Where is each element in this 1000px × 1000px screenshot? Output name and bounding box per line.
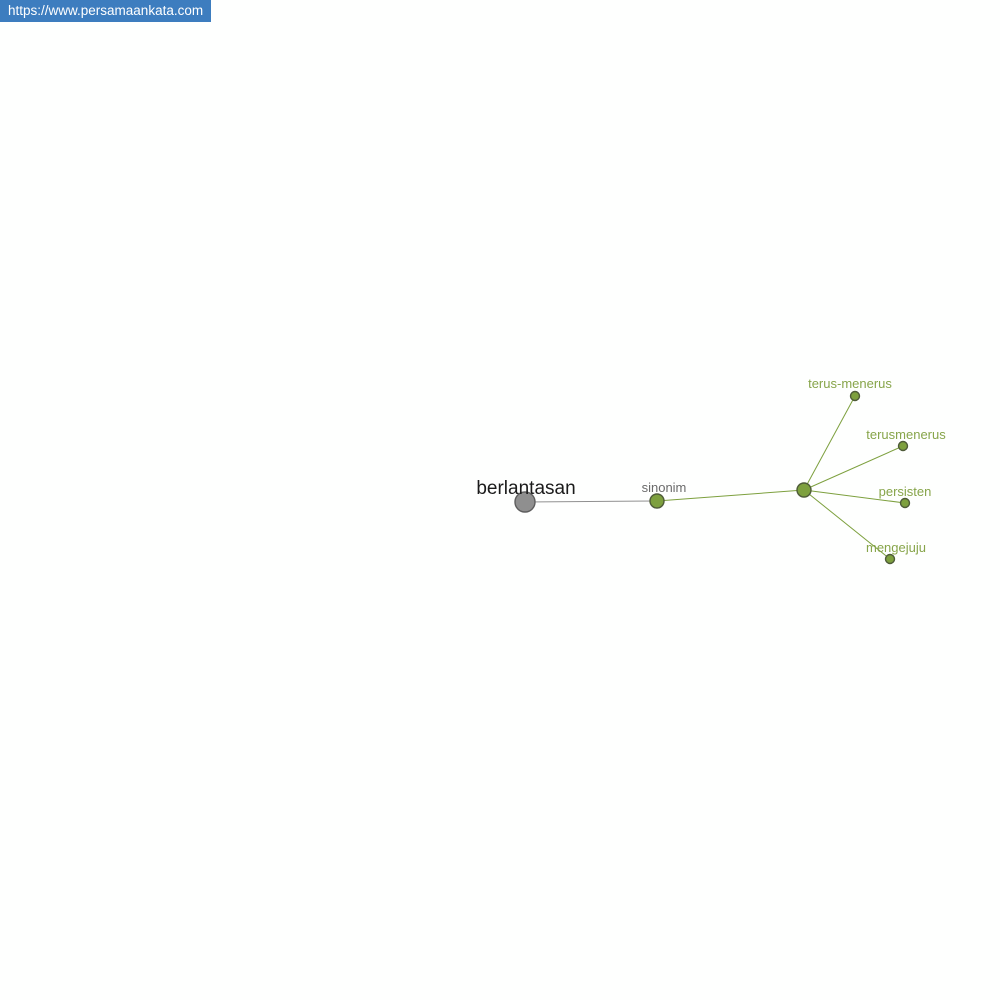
graph-node-label-berlantasan: berlantasan <box>476 478 575 499</box>
graph-node-label-mengejuju: mengejuju <box>866 540 926 555</box>
graph-edge-berlantasan-sinonim <box>524 500 658 503</box>
graph-node-sinonim[interactable] <box>649 493 665 509</box>
graph-edge-hub-terusmenerus <box>803 445 904 491</box>
graph-node-terusmenerus[interactable] <box>897 440 909 452</box>
graph-node-terus-menerus[interactable] <box>849 390 861 402</box>
graph-edge-hub-persisten <box>803 489 906 504</box>
graph-edge-hub-mengejuju <box>803 489 891 560</box>
graph-node-berlantasan[interactable] <box>514 491 536 513</box>
graph-node-label-sinonim: sinonim <box>642 480 687 495</box>
graph-node-persisten[interactable] <box>899 497 911 509</box>
url-banner: https://www.persamaankata.com <box>0 0 212 22</box>
graph-node-hub[interactable] <box>796 482 812 498</box>
graph-edge-hub-terus-menerus <box>803 395 856 491</box>
graph-node-label-persisten: persisten <box>879 484 932 499</box>
graph-node-mengejuju[interactable] <box>884 553 896 565</box>
graph-node-label-terusmenerus: terusmenerus <box>866 427 946 442</box>
graph-node-label-terus-menerus: terus-menerus <box>808 376 892 391</box>
graph-edge-sinonim-hub <box>656 489 805 502</box>
